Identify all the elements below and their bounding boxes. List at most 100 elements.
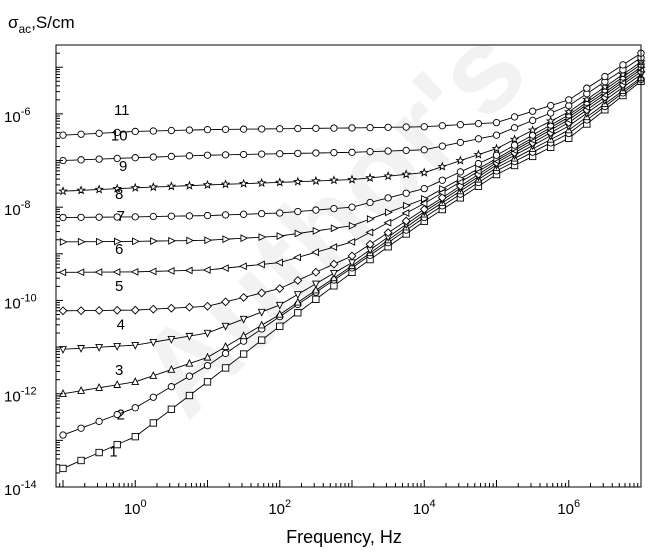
marker-triangle-right bbox=[258, 233, 267, 242]
marker-triangle-right bbox=[150, 237, 159, 246]
marker-circle bbox=[131, 213, 139, 221]
y-tick-label-base: 10 bbox=[4, 482, 21, 499]
marker-circle bbox=[185, 372, 194, 380]
marker-triangle-left bbox=[383, 218, 392, 227]
curve-label: 3 bbox=[115, 362, 123, 379]
marker-circle bbox=[239, 210, 248, 218]
marker-triangle-right bbox=[457, 174, 466, 183]
marker-circle bbox=[619, 61, 627, 69]
marker-triangle-up bbox=[221, 341, 230, 350]
marker-circle bbox=[456, 138, 465, 147]
y-tick-label: 10-10 bbox=[4, 292, 37, 312]
marker-star bbox=[401, 169, 412, 179]
marker-circle bbox=[420, 184, 428, 193]
marker-circle bbox=[384, 147, 392, 155]
y-tick-label: 10-6 bbox=[4, 106, 30, 126]
marker-circle bbox=[203, 211, 212, 220]
marker-circle bbox=[492, 118, 501, 127]
marker-triangle-left bbox=[401, 209, 410, 218]
marker-triangle-right bbox=[186, 236, 195, 245]
marker-circle bbox=[95, 213, 103, 221]
marker-circle bbox=[474, 159, 483, 168]
marker-triangle-left bbox=[293, 253, 301, 262]
marker-triangle-left bbox=[238, 262, 247, 271]
marker-star bbox=[274, 177, 285, 187]
marker-circle bbox=[384, 194, 392, 202]
marker-triangle-left bbox=[220, 264, 229, 273]
curve-label: 2 bbox=[117, 407, 125, 424]
marker-circle bbox=[258, 125, 266, 133]
marker-circle bbox=[95, 155, 103, 163]
marker-triangle-up bbox=[167, 364, 176, 373]
y-axis-label: σac,S/cm bbox=[8, 13, 75, 36]
marker-circle bbox=[95, 129, 103, 137]
curve-label: 6 bbox=[115, 241, 123, 258]
marker-diamond bbox=[437, 193, 447, 203]
x-tick-label: 104 bbox=[413, 498, 436, 518]
marker-circle bbox=[221, 151, 230, 159]
watermark: Author's bbox=[111, 1, 551, 441]
marker-square bbox=[239, 350, 248, 358]
x-tick-label-exponent: 6 bbox=[574, 498, 580, 510]
marker-circle bbox=[149, 212, 157, 221]
marker-star bbox=[329, 175, 339, 185]
marker-star bbox=[600, 81, 610, 92]
marker-circle bbox=[294, 124, 302, 133]
series-layer: 1 2 3 4 5 6 7 8 9 10 11 bbox=[58, 49, 646, 473]
marker-circle bbox=[474, 135, 483, 143]
marker-circle bbox=[402, 189, 410, 197]
marker-triangle-right bbox=[366, 215, 375, 223]
marker-triangle-right bbox=[59, 237, 68, 246]
y-tick-label-exponent: -8 bbox=[21, 199, 31, 211]
marker-square bbox=[77, 456, 85, 465]
marker-triangle-left bbox=[311, 248, 320, 257]
x-tick-label-exponent: 0 bbox=[141, 498, 147, 510]
marker-triangle-left bbox=[94, 268, 103, 277]
x-tick-label-base: 10 bbox=[557, 501, 574, 518]
marker-triangle-down bbox=[257, 308, 266, 317]
marker-star bbox=[365, 172, 375, 182]
marker-square bbox=[59, 464, 67, 473]
curve-label: 9 bbox=[119, 158, 127, 175]
marker-star bbox=[311, 175, 321, 186]
marker-circle bbox=[420, 123, 428, 131]
curve-label: 5 bbox=[115, 278, 123, 295]
marker-diamond bbox=[383, 228, 393, 238]
series-1 bbox=[59, 77, 645, 473]
series-5 bbox=[58, 67, 646, 316]
marker-circle bbox=[221, 349, 230, 358]
marker-triangle-left bbox=[148, 267, 157, 276]
marker-triangle-right bbox=[240, 234, 249, 243]
marker-square bbox=[131, 433, 139, 441]
marker-triangle-up bbox=[95, 383, 104, 391]
marker-circle bbox=[601, 72, 609, 81]
marker-triangle-up bbox=[149, 371, 158, 379]
marker-triangle-up bbox=[185, 358, 194, 367]
marker-circle bbox=[167, 383, 176, 391]
marker-circle bbox=[312, 124, 320, 132]
marker-circle bbox=[258, 150, 266, 158]
marker-diamond bbox=[130, 305, 140, 315]
marker-diamond bbox=[76, 306, 86, 316]
marker-square bbox=[258, 336, 266, 344]
marker-triangle-right bbox=[222, 235, 231, 244]
marker-circle bbox=[185, 126, 194, 134]
marker-square bbox=[203, 378, 212, 386]
marker-diamond bbox=[347, 251, 357, 261]
marker-circle bbox=[528, 116, 537, 125]
marker-circle bbox=[438, 176, 446, 184]
marker-circle bbox=[366, 123, 374, 132]
marker-triangle-up bbox=[275, 309, 284, 318]
marker-diamond bbox=[257, 288, 267, 298]
marker-triangle-down bbox=[131, 342, 140, 350]
curve-label: 1 bbox=[109, 444, 117, 461]
y-axis-label-subscript: ac bbox=[19, 22, 32, 36]
marker-triangle-right bbox=[403, 201, 411, 210]
series-11 bbox=[59, 49, 645, 139]
marker-square bbox=[167, 405, 176, 413]
marker-circle bbox=[149, 153, 157, 161]
marker-triangle-right bbox=[77, 237, 86, 246]
x-tick-label-exponent: 4 bbox=[430, 498, 436, 510]
marker-triangle-right bbox=[294, 229, 303, 238]
marker-triangle-up bbox=[131, 377, 140, 385]
